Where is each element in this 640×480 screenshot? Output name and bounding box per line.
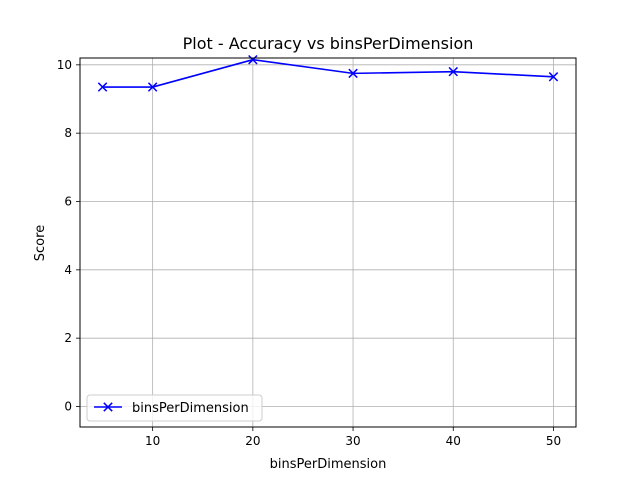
y-tick-label: 4	[64, 263, 72, 277]
x-tick-label: 30	[345, 434, 360, 448]
plot-frame	[79, 57, 577, 428]
data-point-marker	[248, 54, 258, 65]
legend: binsPerDimension	[86, 394, 263, 422]
ticks: 10 20 30 40 50 0 2 4 6 8 10	[57, 58, 561, 448]
series-line	[102, 58, 554, 88]
legend-label: binsPerDimension	[132, 401, 249, 416]
y-tick-label: 10	[57, 58, 72, 72]
legend-box	[86, 394, 263, 422]
legend-marker	[103, 402, 113, 412]
x-tick-label: 50	[546, 434, 561, 448]
y-tick-label: 6	[64, 195, 72, 209]
y-tick-label: 8	[64, 126, 72, 140]
chart-title: Plot - Accuracy vs binsPerDimension	[183, 34, 474, 53]
x-axis-label: binsPerDimension	[270, 457, 387, 472]
y-tick-label: 0	[64, 400, 72, 414]
data-point-marker	[147, 82, 158, 92]
x-tick-label: 40	[446, 434, 461, 448]
data-point-marker	[548, 72, 559, 82]
data-point-marker	[348, 68, 358, 79]
y-axis-label: Score	[33, 225, 48, 261]
x-tick-label: 10	[145, 434, 160, 448]
grid	[80, 58, 576, 427]
data-point-marker	[448, 66, 458, 77]
y-tick-label: 2	[64, 331, 72, 345]
series-layer	[97, 54, 559, 92]
data-point-marker	[97, 82, 108, 92]
x-tick-label: 20	[245, 434, 260, 448]
